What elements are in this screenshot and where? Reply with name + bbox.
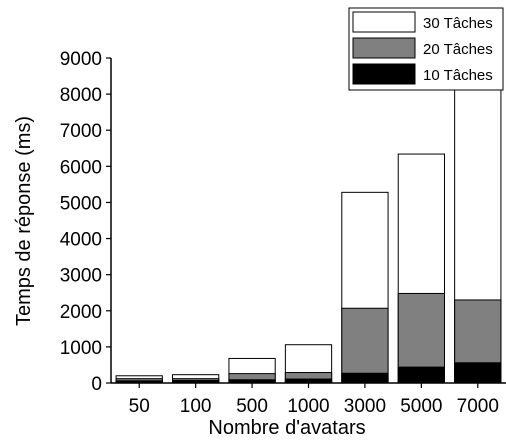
x-tick-label: 3000 <box>344 396 386 417</box>
x-tick-label: 100 <box>180 396 212 417</box>
bar-10-tâches-7000 <box>454 362 502 384</box>
legend-label: 20 Tâches <box>423 41 493 58</box>
legend-swatch <box>352 63 416 85</box>
bar-20-tâches-3000 <box>341 307 389 384</box>
x-tick-label: 7000 <box>457 396 499 417</box>
y-tick-label: 4000 <box>60 230 102 251</box>
x-tick-label: 50 <box>129 396 150 417</box>
y-tick-label: 3000 <box>60 266 102 287</box>
legend-swatch <box>352 37 416 59</box>
y-tick-label: 6000 <box>60 157 102 178</box>
legend-label: 10 Tâches <box>423 67 493 84</box>
y-tick-label: 5000 <box>60 193 102 214</box>
y-tick-label: 9000 <box>60 49 102 70</box>
legend-swatch <box>352 11 416 33</box>
x-tick-label: 1000 <box>287 396 329 417</box>
y-axis-label: Temps de réponse (ms) <box>13 116 35 326</box>
x-tick-label: 500 <box>236 396 268 417</box>
y-tick-label: 1000 <box>60 338 102 359</box>
y-tick-label: 8000 <box>60 85 102 106</box>
legend-label: 30 Tâches <box>423 15 493 32</box>
x-axis-label: Nombre d'avatars <box>208 417 365 439</box>
y-tick-label: 7000 <box>60 121 102 142</box>
y-tick-label: 0 <box>91 374 102 395</box>
x-tick-label: 5000 <box>400 396 442 417</box>
bar-10-tâches-3000 <box>341 372 389 384</box>
y-tick-label: 2000 <box>60 302 102 323</box>
bar-10-tâches-5000 <box>397 366 445 384</box>
